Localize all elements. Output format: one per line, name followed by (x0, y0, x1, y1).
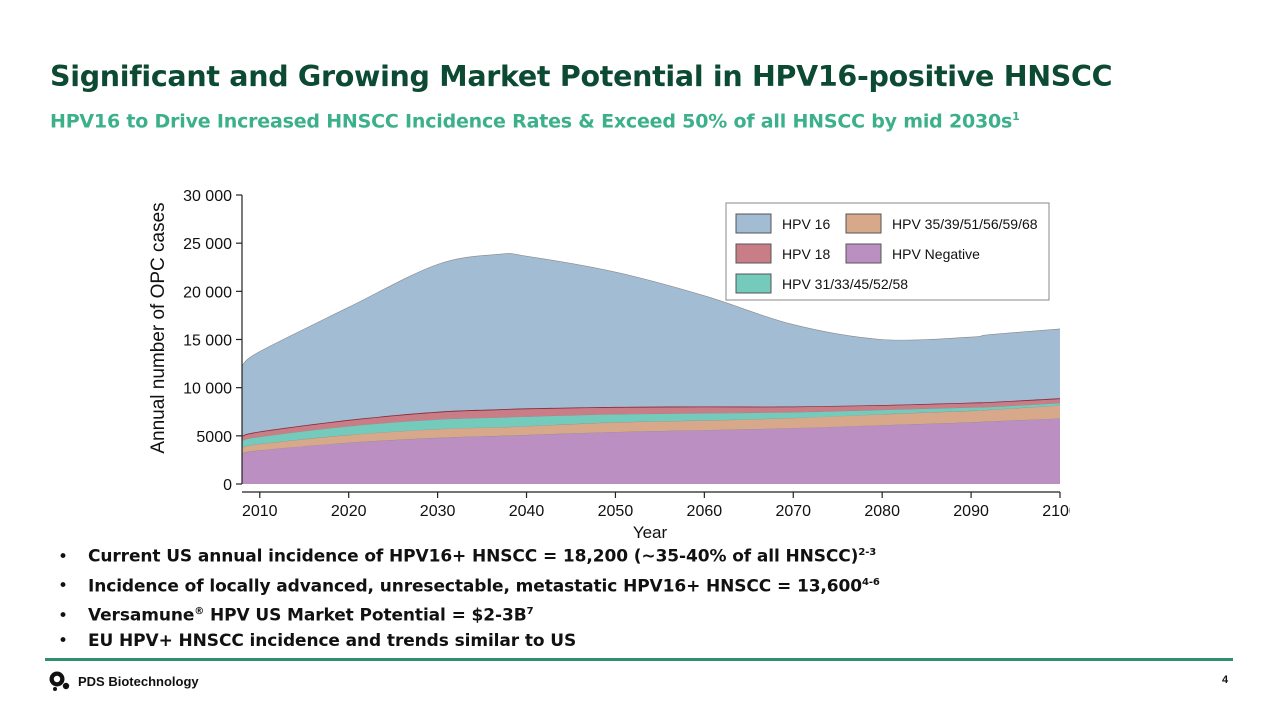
registered-mark: ® (194, 606, 205, 618)
page-number: 4 (1222, 674, 1229, 686)
slide-title: Significant and Growing Market Potential… (50, 60, 1113, 93)
area-hpv-31-33-45-52-58 (242, 403, 1060, 448)
x-tick-label: 2100 (1042, 503, 1070, 520)
x-tick-label: 2050 (598, 503, 634, 520)
x-tick-label: 2090 (953, 503, 989, 520)
opc-cases-area-chart: 0 5000 10 000 15 000 20 000 25 000 30 000 2010 2… (148, 188, 1070, 542)
bullet-glyph: • (58, 576, 68, 597)
x-tick-label: 2080 (864, 503, 900, 520)
bullet-glyph: • (58, 546, 68, 567)
bullet-reference: 4-6 (861, 576, 880, 588)
y-tick-label: 20 000 (183, 284, 232, 301)
y-tick-label: 25 000 (183, 236, 232, 253)
pds-logo-icon (49, 671, 70, 691)
bullet-item: • Current US annual incidence of HPV16+ H… (58, 540, 880, 570)
bullet-glyph: • (58, 605, 68, 626)
legend-label: HPV 18 (782, 246, 830, 262)
series-line-hpv-16 (241, 253, 1061, 366)
legend-swatch (735, 273, 772, 294)
x-tick-label: 2010 (242, 503, 278, 520)
bullet-item: • EU HPV+ HNSCC incidence and trends simi… (58, 629, 880, 654)
slide-subtitle: HPV16 to Drive Increased HNSCC Incidence… (50, 110, 1020, 132)
legend-label: HPV Negative (892, 246, 980, 262)
series-line-hpv-18 (241, 397, 1061, 437)
bullet-item: • Versamune® HPV US Market Potential = $2… (58, 599, 880, 629)
y-tick-label: 0 (223, 477, 232, 494)
x-axis-label: Year (633, 523, 668, 542)
bullet-reference: 7 (526, 606, 534, 618)
area-hpv-18 (242, 398, 1060, 441)
legend-swatch (845, 243, 882, 264)
x-tick-label: 2020 (331, 503, 367, 520)
x-tick-label: 2030 (420, 503, 456, 520)
legend-label: HPV 16 (782, 216, 830, 232)
subtitle-text: HPV16 to Drive Increased HNSCC Incidence… (50, 110, 1013, 133)
y-tick-label: 15 000 (183, 333, 232, 350)
area-hpv-negative (242, 418, 1060, 484)
x-tick-label: 2070 (775, 503, 811, 520)
company-name: PDS Biotechnology (78, 673, 199, 689)
company-logo: PDS Biotechnology (48, 670, 199, 692)
bullet-item: • Incidence of locally advanced, unresect… (58, 570, 880, 600)
legend-swatch (735, 213, 772, 234)
bullet-list: • Current US annual incidence of HPV16+ H… (58, 540, 880, 654)
legend-swatch (735, 243, 772, 264)
subtitle-reference: 1 (1012, 110, 1020, 123)
bullet-reference: 2-3 (858, 547, 877, 558)
area-hpv-35-39-51-56-59-68 (242, 405, 1060, 454)
area-hpv-16 (242, 253, 1060, 436)
chart-legend (725, 202, 1050, 301)
legend-swatch (845, 213, 882, 234)
bullet-text: Versamune (88, 605, 195, 626)
y-tick-label: 5000 (196, 429, 232, 446)
bullet-glyph: • (58, 630, 68, 651)
bullet-text: Incidence of locally advanced, unresecta… (88, 576, 862, 597)
bullet-text-continued: HPV US Market Potential = $2-3B (204, 605, 527, 626)
legend-label: HPV 35/39/51/56/59/68 (892, 216, 1038, 232)
y-tick-label: 10 000 (183, 381, 232, 398)
y-axis-label: Annual number of OPC cases (148, 202, 169, 453)
legend-label: HPV 31/33/45/52/58 (782, 276, 908, 292)
bullet-text: EU HPV+ HNSCC incidence and trends simil… (88, 630, 577, 651)
x-tick-label: 2060 (687, 503, 723, 520)
bullet-text: Current US annual incidence of HPV16+ HN… (88, 546, 859, 567)
x-tick-label: 2040 (509, 503, 545, 520)
y-tick-label: 30 000 (183, 188, 232, 205)
footer-divider (45, 658, 1233, 661)
